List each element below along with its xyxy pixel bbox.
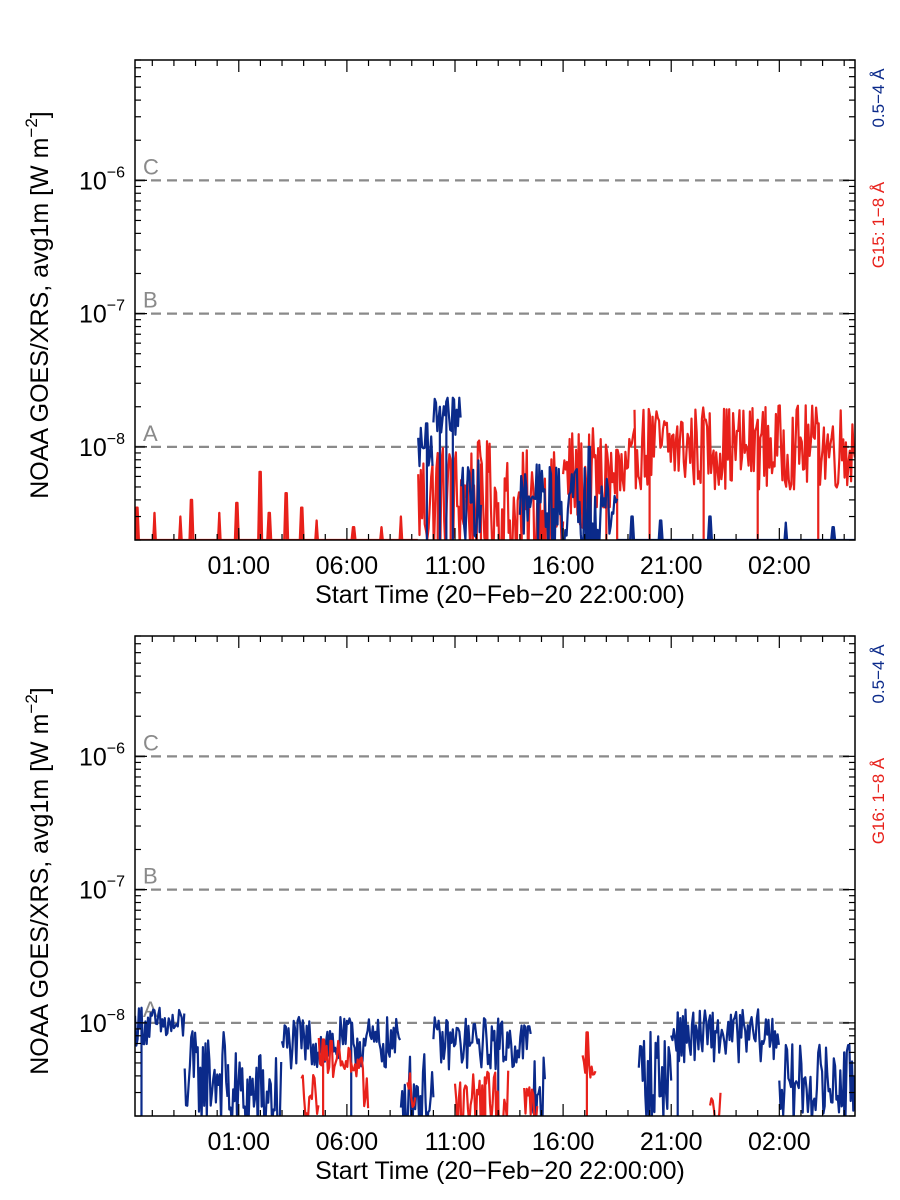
series-line-long	[135, 404, 855, 540]
legend-long-channel: G16: 1−8 Å	[869, 757, 888, 844]
x-tick-label: 21:00	[640, 1128, 703, 1156]
plot-frame	[134, 635, 856, 1117]
x-tick-label: 02:00	[748, 1128, 811, 1156]
flare-class-label-c: C	[143, 730, 159, 755]
y-tick-label: 10−7	[79, 298, 125, 329]
legend-short-channel: 0.5−4 Å	[869, 68, 888, 128]
x-tick-label: 06:00	[316, 552, 379, 580]
plot-frame	[134, 59, 856, 541]
series-line-short	[135, 1006, 855, 1116]
x-tick-label: 01:00	[208, 552, 271, 580]
legend-long-channel: G15: 1−8 Å	[869, 181, 888, 268]
x-tick-label: 21:00	[640, 552, 703, 580]
flare-class-label-c: C	[143, 154, 159, 179]
x-tick-label: 06:00	[316, 1128, 379, 1156]
x-axis-title: Start Time (20−Feb−20 22:00:00)	[315, 581, 685, 609]
x-tick-label: 02:00	[748, 552, 811, 580]
flare-class-label-a: A	[143, 421, 158, 446]
x-axis-title: Start Time (20−Feb−20 22:00:00)	[315, 1157, 685, 1185]
chart-panel-1: A B C 10−8 10−7 10−6 01:00 06:00 11:00 16:00 21:00…	[22, 59, 888, 609]
y-tick-label: 10−8	[79, 1007, 125, 1038]
y-tick-label: 10−6	[79, 740, 125, 771]
y-tick-label: 10−8	[79, 431, 125, 462]
x-tick-label: 16:00	[532, 552, 595, 580]
y-tick-label: 10−7	[79, 874, 125, 905]
series-line-long	[300, 1031, 722, 1116]
x-tick-label: 01:00	[208, 1128, 271, 1156]
y-axis-title: NOAA GOES/XRS, avg1m [W m−2]	[22, 687, 54, 1075]
y-axis-title: NOAA GOES/XRS, avg1m [W m−2]	[22, 111, 54, 499]
x-tick-label: 16:00	[532, 1128, 595, 1156]
flare-class-label-b: B	[143, 288, 158, 313]
series-line-short	[417, 396, 855, 540]
x-tick-label: 11:00	[425, 552, 486, 580]
legend-short-channel: 0.5−4 Å	[869, 644, 888, 704]
x-tick-label: 11:00	[425, 1128, 486, 1156]
flare-class-label-b: B	[143, 864, 158, 889]
y-tick-label: 10−6	[79, 164, 125, 195]
